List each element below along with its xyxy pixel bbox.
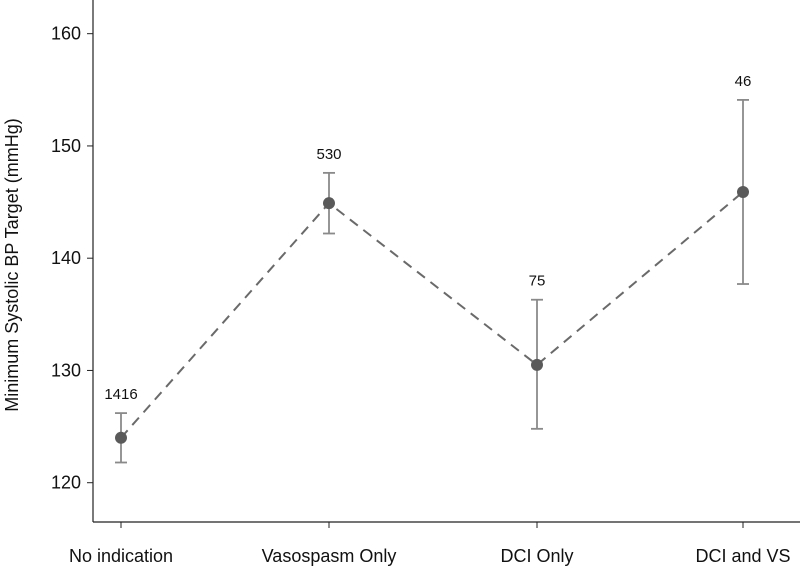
x-tick-label: DCI and VS (695, 546, 790, 566)
data-point (531, 358, 543, 371)
x-tick-label: No indication (69, 546, 173, 566)
y-tick-label: 130 (51, 360, 81, 380)
x-tick-label: DCI Only (500, 546, 573, 566)
series-line (120, 191, 744, 439)
y-tick-label: 150 (51, 136, 81, 156)
sample-size-label: 46 (735, 73, 752, 90)
sample-size-label: 1416 (104, 386, 137, 403)
x-tick-label: Vasospasm Only (262, 546, 397, 566)
data-point (737, 185, 749, 198)
y-tick-label: 160 (51, 24, 81, 44)
y-tick-label: 140 (51, 248, 81, 268)
sample-size-label: 530 (316, 146, 341, 163)
sample-size-label: 75 (529, 273, 546, 290)
y-tick-label: 120 (51, 473, 81, 493)
data-point (115, 431, 127, 444)
data-point (323, 197, 335, 210)
y-axis-label: Minimum Systolic BP Target (mmHg) (2, 118, 22, 411)
plot-area: 120 130 140 150 160 No indication Vasospasm On… (51, 0, 800, 566)
